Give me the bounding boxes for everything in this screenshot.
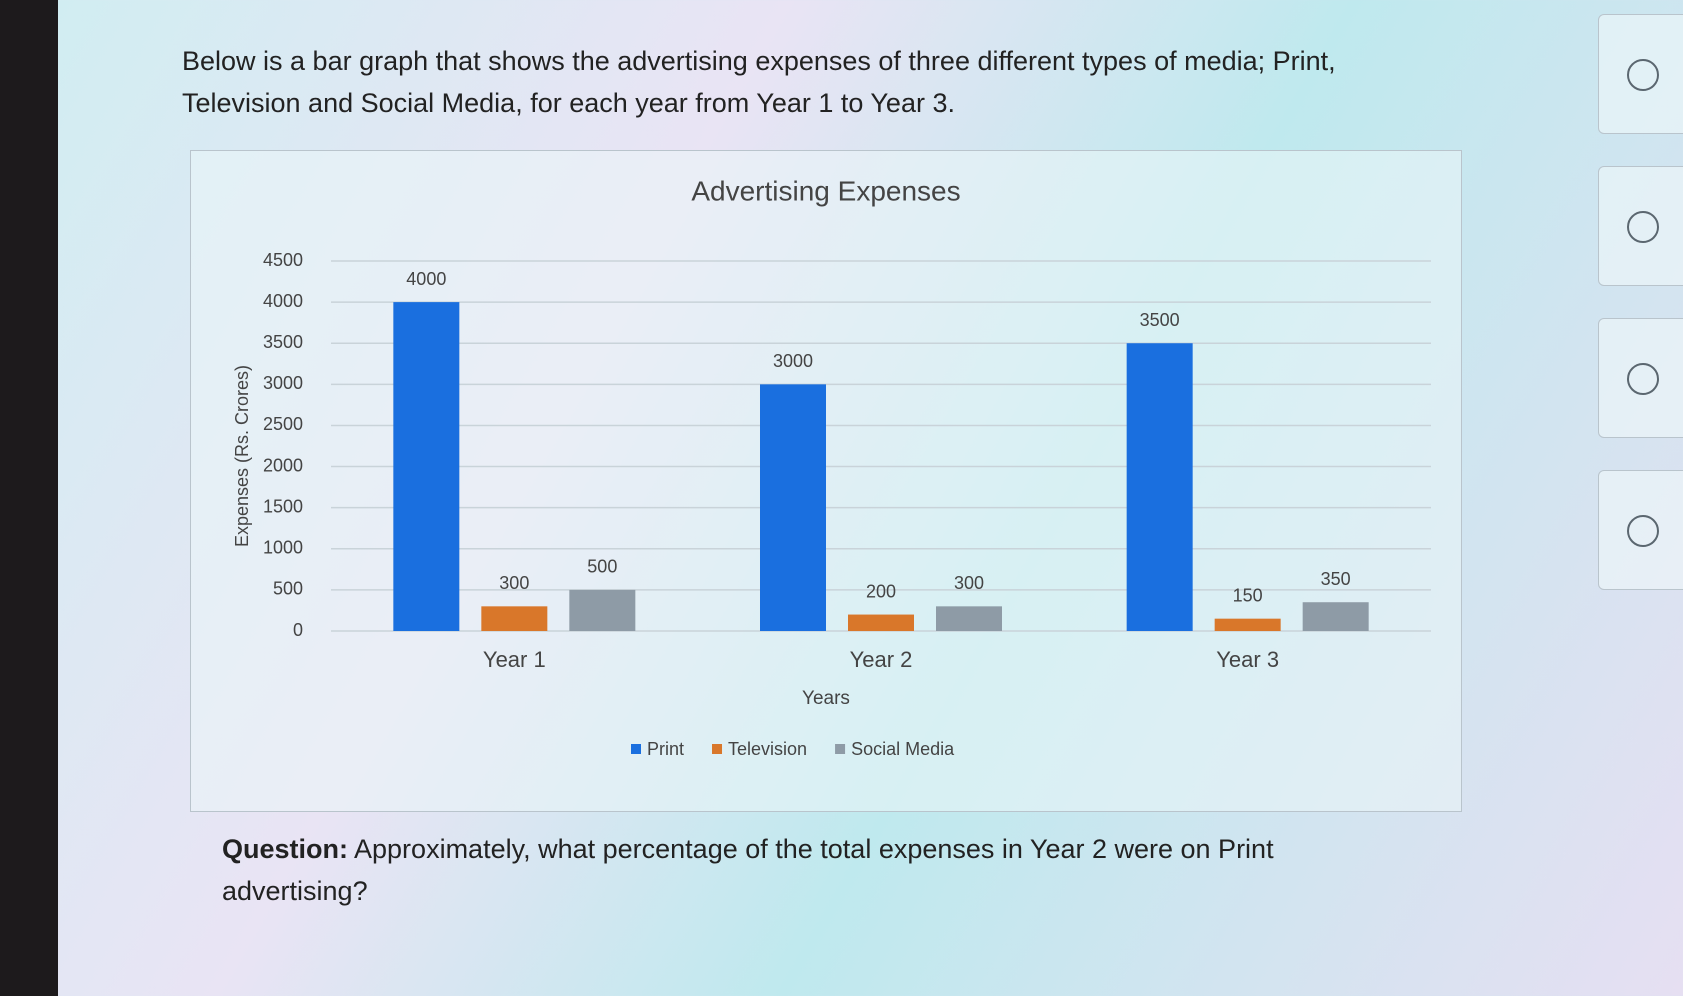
legend-swatch xyxy=(712,744,723,754)
bar xyxy=(936,606,1002,631)
data-label: 150 xyxy=(1233,585,1263,605)
legend-label: Television xyxy=(728,739,807,759)
intro-text: Below is a bar graph that shows the adve… xyxy=(182,46,1336,118)
legend-label: Print xyxy=(647,739,684,759)
question-text: Approximately, what percentage of the to… xyxy=(222,834,1274,906)
chart: Advertising Expenses Years Expenses (Rs.… xyxy=(232,175,1431,759)
legend-swatch xyxy=(631,744,641,754)
question-label: Question: xyxy=(222,834,348,864)
bar xyxy=(760,384,826,631)
data-label: 4000 xyxy=(406,269,446,289)
y-tick-label: 1500 xyxy=(263,496,303,516)
x-tick-label: Year 2 xyxy=(850,647,913,672)
x-axis-label: Years xyxy=(802,688,850,709)
y-tick-label: 3500 xyxy=(263,332,303,352)
y-tick-label: 3000 xyxy=(263,373,303,393)
data-label: 200 xyxy=(866,581,896,601)
y-tick-label: 4500 xyxy=(263,250,303,270)
answer-option[interactable] xyxy=(1598,318,1683,438)
data-label: 500 xyxy=(587,557,617,577)
question: Question: Approximately, what percentage… xyxy=(222,828,1372,912)
legend-swatch xyxy=(835,744,846,754)
bar xyxy=(569,589,636,631)
chart-box: Advertising Expenses Years Expenses (Rs.… xyxy=(190,150,1462,812)
y-tick-label: 500 xyxy=(273,579,303,599)
chart-title: Advertising Expenses xyxy=(691,175,960,206)
screen-bezel xyxy=(0,0,58,996)
y-tick-label: 4000 xyxy=(263,291,303,311)
x-tick-label: Year 1 xyxy=(483,647,546,672)
y-axis-label: Expenses (Rs. Crores) xyxy=(232,365,252,547)
data-label: 3000 xyxy=(773,351,813,371)
legend-label: Social Media xyxy=(851,739,955,759)
bar xyxy=(848,614,914,631)
data-label: 300 xyxy=(499,573,529,593)
answer-option[interactable] xyxy=(1598,166,1683,286)
data-label: 350 xyxy=(1321,569,1351,589)
bar xyxy=(481,606,548,631)
answer-option[interactable] xyxy=(1598,470,1683,590)
bar xyxy=(393,302,460,631)
bar xyxy=(1302,602,1369,631)
y-tick-label: 2500 xyxy=(263,414,303,434)
data-label: 3500 xyxy=(1140,310,1180,330)
answer-option[interactable] xyxy=(1598,14,1683,134)
y-tick-label: 0 xyxy=(293,620,303,640)
bar xyxy=(1126,343,1193,631)
x-tick-label: Year 3 xyxy=(1216,647,1279,672)
y-tick-label: 1000 xyxy=(263,538,303,558)
data-label: 300 xyxy=(954,573,984,593)
bar xyxy=(1214,618,1281,631)
y-tick-label: 2000 xyxy=(263,455,303,475)
